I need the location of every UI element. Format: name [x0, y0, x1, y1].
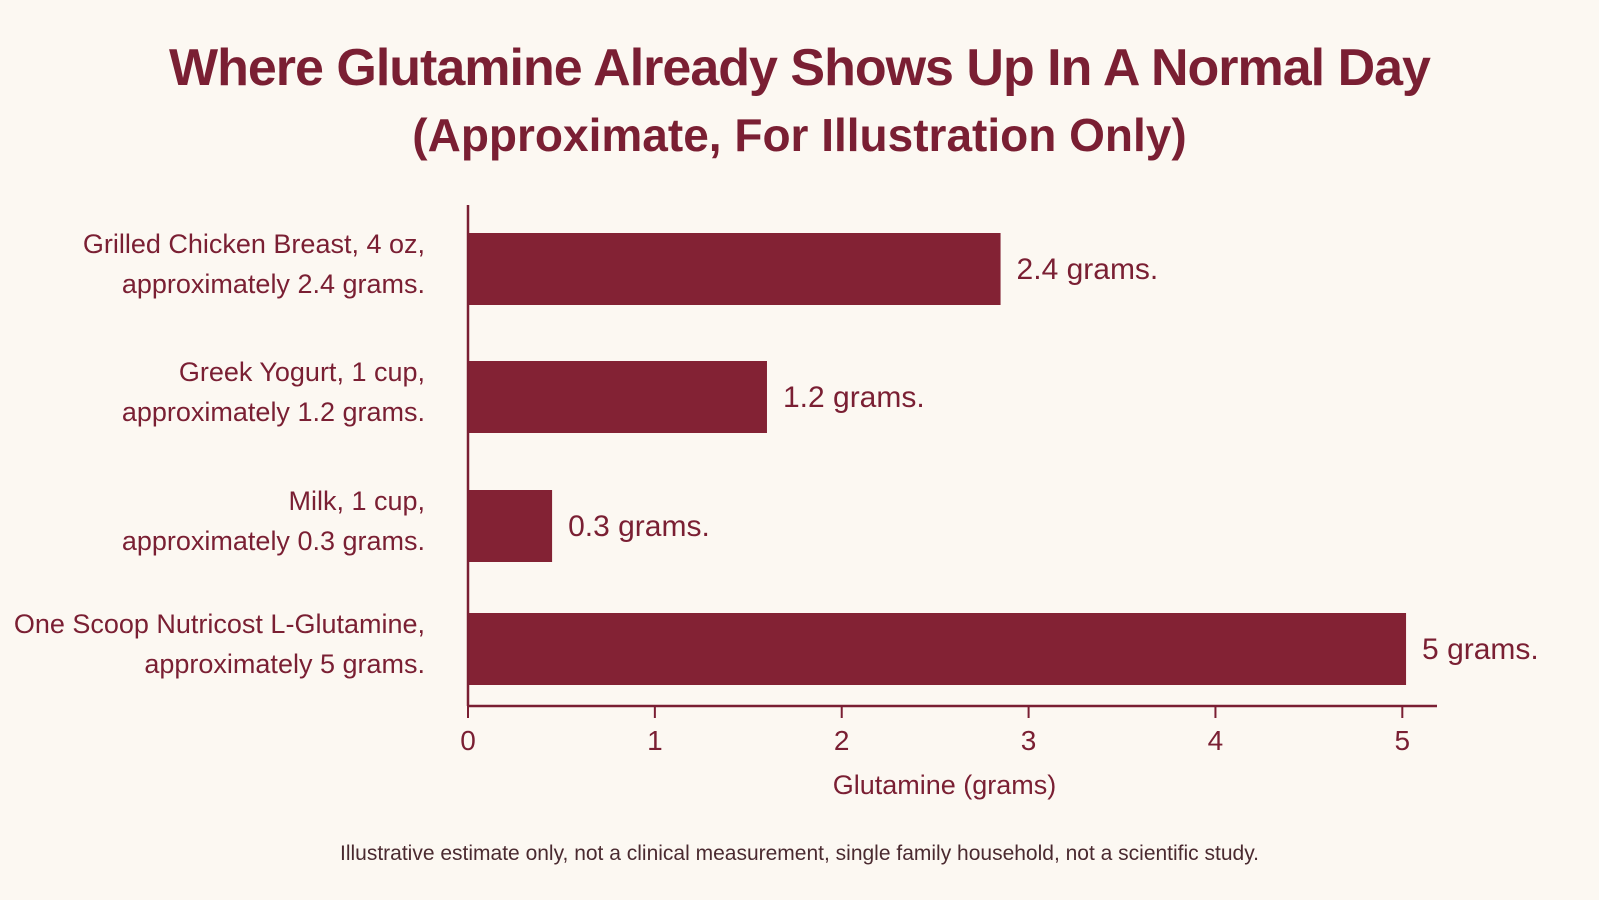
bar-3 [468, 613, 1407, 685]
category-label-3-line-1: approximately 5 grams. [144, 649, 425, 679]
x-tick-label-0: 0 [460, 725, 476, 756]
bar-1 [468, 361, 767, 433]
category-label-2-line-1: approximately 0.3 grams. [122, 526, 425, 556]
bars-group [468, 233, 1407, 685]
category-labels: Grilled Chicken Breast, 4 oz, approximate… [14, 229, 425, 679]
chart-title: Where Glutamine Already Shows Up In A No… [169, 39, 1431, 97]
x-tick-label-2: 2 [834, 725, 850, 756]
x-tick-label-1: 1 [647, 725, 663, 756]
x-axis-ticks: 0 1 2 3 4 5 [460, 706, 1410, 756]
value-label-1: 1.2 grams. [783, 381, 925, 414]
bar-0 [468, 233, 1001, 305]
x-tick-label-3: 3 [1021, 725, 1037, 756]
category-label-2-line-0: Milk, 1 cup, [288, 486, 425, 516]
category-label-0-line-1: approximately 2.4 grams. [122, 269, 425, 299]
value-labels: 2.4 grams. 1.2 grams. 0.3 grams. 5 grams. [568, 253, 1539, 666]
category-label-0-line-0: Grilled Chicken Breast, 4 oz, [83, 229, 425, 259]
value-label-0: 2.4 grams. [1017, 253, 1159, 286]
category-label-3-line-0: One Scoop Nutricost L-Glutamine, [14, 609, 425, 639]
value-label-3: 5 grams. [1422, 633, 1539, 666]
x-axis-title: Glutamine (grams) [833, 770, 1057, 800]
category-label-1-line-0: Greek Yogurt, 1 cup, [179, 357, 425, 387]
footnote: Illustrative estimate only, not a clinic… [340, 842, 1259, 865]
category-label-1-line-1: approximately 1.2 grams. [122, 397, 425, 427]
bar-2 [468, 490, 553, 562]
x-tick-label-4: 4 [1208, 725, 1224, 756]
x-tick-label-5: 5 [1395, 725, 1411, 756]
value-label-2: 0.3 grams. [568, 510, 710, 543]
chart-subtitle: (Approximate, For Illustration Only) [412, 109, 1187, 161]
